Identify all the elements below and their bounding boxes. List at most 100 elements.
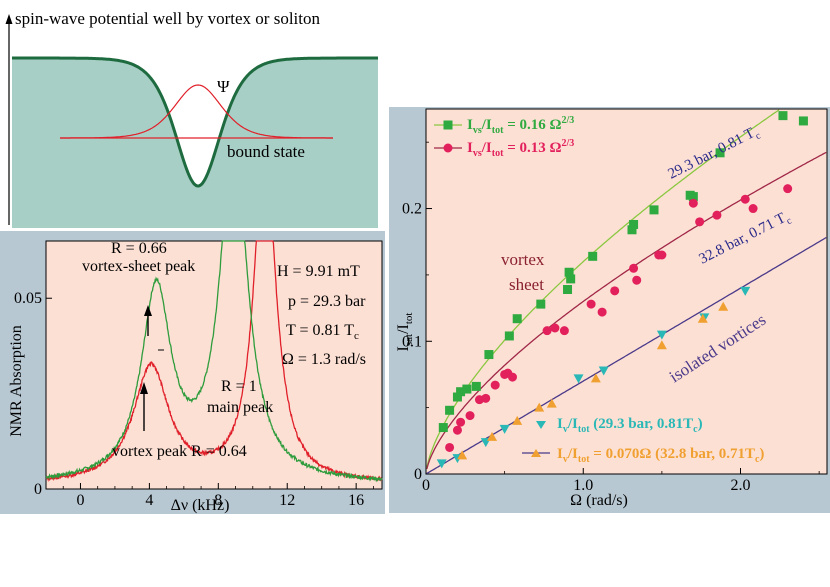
data-point-triangle-down bbox=[573, 374, 584, 384]
data-point-square bbox=[484, 350, 494, 360]
data-point-circle bbox=[740, 194, 750, 204]
data-point-square bbox=[438, 423, 448, 433]
nmr-x-tick-label: 16 bbox=[348, 492, 364, 509]
data-point-triangle-up bbox=[697, 313, 708, 323]
data-point-square bbox=[471, 381, 481, 391]
data-point-square bbox=[452, 392, 462, 402]
scatter-y-tick-label: 0.1 bbox=[402, 333, 422, 350]
scatter-x-label: Ω (rad/s) bbox=[570, 492, 628, 509]
nmr-x-tick-label: 8 bbox=[214, 492, 222, 509]
data-point-triangle-up bbox=[457, 450, 468, 460]
nmr-y-label: NMR Absorption bbox=[8, 325, 25, 437]
data-point-circle bbox=[542, 326, 552, 336]
data-point-triangle-up bbox=[534, 402, 545, 412]
field-label: H = 9.91 mT bbox=[277, 263, 360, 280]
data-point-square bbox=[536, 299, 546, 309]
nmr-red-spectrum bbox=[45, 240, 383, 482]
data-point-square bbox=[798, 116, 808, 126]
legend-sheet-32bar: Ivs/Itot = 0.13 Ω2/3 bbox=[434, 138, 574, 159]
svg-text:Iv/Itot = 0.070Ω (32.8 bar, 0: Iv/Itot = 0.070Ω (32.8 bar, 0.71Tc) bbox=[557, 446, 764, 465]
nmr-x-tick-label: 0 bbox=[76, 492, 84, 509]
sheet-label: sheet bbox=[509, 275, 544, 294]
data-point-triangle-down bbox=[436, 459, 447, 469]
fit-line-sheet-32bar bbox=[426, 151, 827, 470]
nmr-y-tick-label: 0.05 bbox=[14, 290, 42, 307]
data-point-triangle-up bbox=[487, 431, 498, 441]
data-point-circle bbox=[629, 263, 639, 273]
nmr-axis-ticks: 0 4 8 12 16 0 0.05 bbox=[14, 290, 374, 509]
data-point-square bbox=[566, 274, 576, 284]
main-ratio-label: R = 1 bbox=[221, 378, 257, 395]
vortex-peak-label: vortex peak R = 0.64 bbox=[112, 443, 247, 460]
data-point-square bbox=[649, 205, 659, 215]
data-point-circle bbox=[445, 442, 455, 452]
data-point-square bbox=[456, 387, 466, 397]
nmr-x-label: Δν (kHz) bbox=[171, 497, 230, 514]
data-point-circle bbox=[597, 307, 607, 317]
legend-isolated-32bar: Iv/Itot = 0.070Ω (32.8 bar, 0.71Tc) bbox=[522, 446, 764, 465]
data-point-square bbox=[715, 148, 725, 158]
nmr-x-tick-label: 4 bbox=[145, 492, 153, 509]
data-point-square bbox=[462, 384, 472, 394]
scatter-y-label: Isat/Itot bbox=[395, 313, 415, 352]
nmr-y-tick-label: 0 bbox=[34, 481, 42, 498]
temperature-label: T = 0.81 Tc bbox=[286, 322, 359, 342]
data-point-circle bbox=[586, 299, 596, 309]
svg-text:Iv/Itot (29.3 bar, 0.81Tc): Iv/Itot (29.3 bar, 0.81Tc) bbox=[557, 416, 703, 435]
data-point-square bbox=[445, 405, 455, 415]
scatter-x-tick-label: 1.0 bbox=[573, 477, 593, 494]
nmr-x-tick-label: 12 bbox=[279, 492, 295, 509]
psi-label: Ψ bbox=[217, 77, 230, 96]
data-point-circle bbox=[490, 380, 500, 390]
data-point-circle bbox=[456, 417, 466, 427]
data-point-circle bbox=[559, 326, 569, 336]
data-point-square bbox=[627, 225, 637, 235]
data-point-square bbox=[564, 267, 574, 277]
vortex-peak-arrow bbox=[140, 382, 148, 431]
data-point-triangle-down bbox=[499, 424, 510, 434]
data-point-circle bbox=[695, 217, 705, 227]
scatter-y-tick-label: 0 bbox=[414, 466, 422, 483]
data-point-circle bbox=[657, 250, 667, 260]
well-fill bbox=[12, 58, 378, 228]
data-point-triangle-down bbox=[656, 330, 667, 340]
data-point-square bbox=[688, 192, 698, 202]
data-point-circle bbox=[481, 393, 491, 403]
data-point-circle bbox=[610, 286, 620, 296]
data-point-triangle-up bbox=[590, 373, 601, 383]
data-point-triangle-down bbox=[598, 366, 609, 376]
rotation-label: Ω = 1.3 rad/s bbox=[282, 351, 366, 368]
data-point-circle bbox=[465, 411, 475, 421]
sheet-peak-label: vortex-sheet peak bbox=[82, 258, 195, 275]
nmr-spectrum-panel: 0 4 8 12 16 0 0.05 NMR Absorption Δν (kHz) R =… bbox=[0, 231, 385, 514]
data-point-triangle-up bbox=[656, 340, 667, 350]
pressure-label: p = 29.3 bar bbox=[288, 293, 366, 310]
data-point-square bbox=[778, 111, 788, 121]
bound-state-label: bound state bbox=[227, 142, 305, 161]
data-point-triangle-up bbox=[512, 415, 523, 425]
legend-sheet-29bar: Ivs/Itot = 0.16 Ω2/3 bbox=[434, 115, 574, 136]
svg-text:Ivs/Itot = 0.16 Ω2/3: Ivs/Itot = 0.16 Ω2/3 bbox=[467, 115, 574, 136]
scatter-axis-ticks: 0 1.0 2.0 0 0.1 0.2 bbox=[402, 141, 820, 494]
potential-well-panel: spin-wave potential well by vortex or so… bbox=[5, 9, 378, 228]
data-point-circle bbox=[748, 204, 758, 214]
data-point-triangle-up bbox=[718, 301, 729, 311]
data-point-circle bbox=[507, 372, 517, 382]
scatter-x-tick-label: 2.0 bbox=[731, 477, 751, 494]
vortex-label: vortex bbox=[501, 250, 545, 269]
main-peak-label: main peak bbox=[207, 399, 273, 416]
well-title: spin-wave potential well by vortex or so… bbox=[15, 9, 320, 28]
data-point-circle bbox=[688, 198, 698, 208]
scatter-points bbox=[436, 111, 808, 469]
data-point-circle bbox=[452, 425, 462, 435]
data-point-square bbox=[504, 331, 514, 341]
nmr-plot-area bbox=[45, 240, 383, 490]
data-point-square bbox=[588, 251, 598, 261]
sheet-ratio-label: R = 0.66 bbox=[111, 240, 167, 257]
scatter-plot-area bbox=[425, 108, 828, 475]
energy-axis-arrowhead bbox=[5, 14, 13, 24]
data-point-circle bbox=[632, 275, 642, 285]
data-point-circle bbox=[550, 323, 560, 333]
data-point-circle bbox=[783, 184, 793, 194]
well-line bbox=[12, 56, 378, 188]
